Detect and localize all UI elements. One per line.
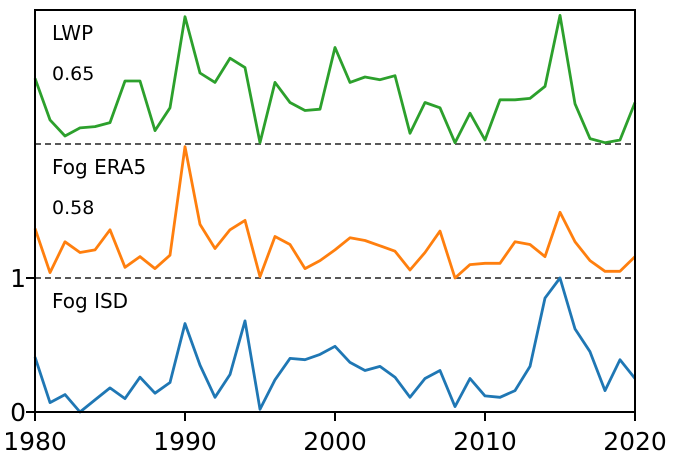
series-label-fog-era5: Fog ERA5: [52, 155, 146, 179]
x-axis-tick-label-2020: 2020: [603, 427, 667, 456]
series-line-fog-isd: [33, 276, 637, 414]
plot-border: [34, 9, 636, 413]
y-axis-tick-label-0: 0: [10, 398, 26, 427]
x-axis-tick-label-2010: 2010: [453, 427, 517, 456]
series-line-fog-era5: [33, 145, 636, 280]
correlation-value-lwp: 0.65: [52, 63, 94, 85]
series-label-lwp: LWP: [52, 21, 93, 45]
x-axis-tick-label-1990: 1990: [153, 427, 217, 456]
series-line-lwp: [33, 13, 637, 145]
x-axis-tick-label-2000: 2000: [303, 427, 367, 456]
x-axis-tick-label-1980: 1980: [3, 427, 67, 456]
correlation-value-fog-era5: 0.58: [52, 197, 94, 219]
series-label-fog-isd: Fog ISD: [52, 289, 128, 313]
y-axis-tick-label-1: 1: [10, 264, 26, 293]
